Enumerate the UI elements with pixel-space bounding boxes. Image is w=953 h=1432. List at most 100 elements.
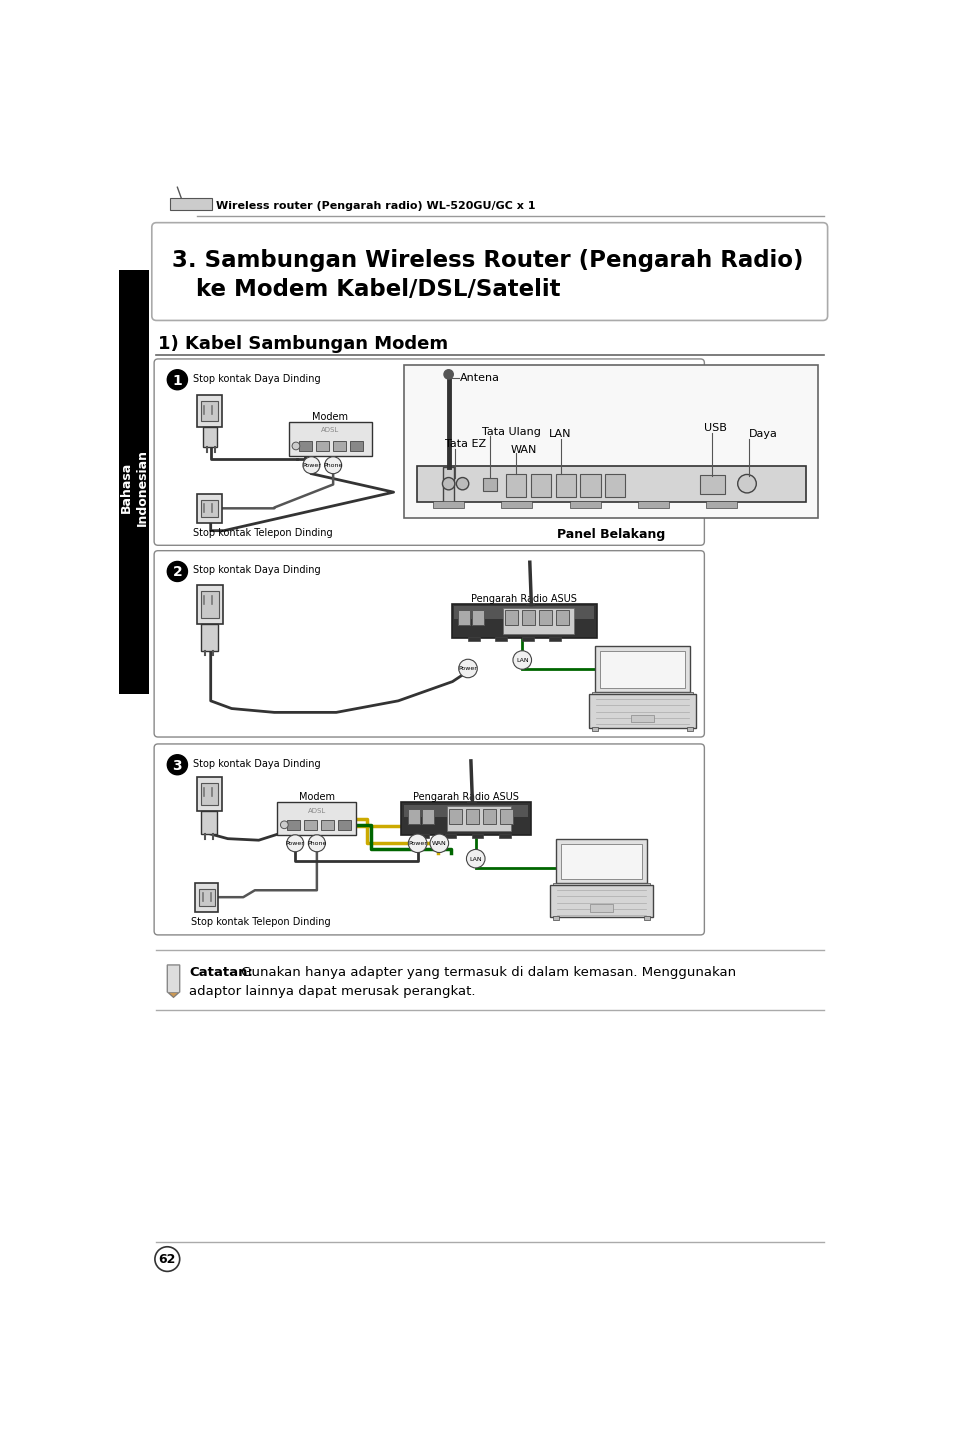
FancyBboxPatch shape	[449, 809, 462, 823]
Text: ke Modem Kabel/DSL/Satelit: ke Modem Kabel/DSL/Satelit	[172, 278, 559, 301]
FancyBboxPatch shape	[200, 401, 217, 421]
Circle shape	[303, 457, 319, 474]
Text: 1) Kabel Sambungan Modem: 1) Kabel Sambungan Modem	[158, 335, 448, 354]
FancyBboxPatch shape	[200, 500, 217, 517]
FancyBboxPatch shape	[201, 624, 218, 650]
FancyBboxPatch shape	[321, 819, 334, 829]
Text: Catatan:: Catatan:	[189, 967, 253, 979]
Circle shape	[154, 1247, 179, 1272]
Text: 1: 1	[172, 374, 182, 388]
Circle shape	[442, 477, 455, 490]
Text: Pengarah Radio ASUS: Pengarah Radio ASUS	[413, 792, 518, 802]
Circle shape	[167, 561, 187, 581]
FancyBboxPatch shape	[604, 474, 624, 497]
Text: WAN: WAN	[432, 841, 446, 846]
Text: Tata Ulang: Tata Ulang	[481, 427, 540, 437]
Text: LAN: LAN	[549, 430, 571, 440]
FancyBboxPatch shape	[201, 811, 216, 833]
FancyBboxPatch shape	[643, 916, 649, 921]
Text: adaptor lainnya dapat merusak perangkat.: adaptor lainnya dapat merusak perangkat.	[189, 985, 475, 998]
FancyBboxPatch shape	[315, 441, 329, 451]
Text: Phone: Phone	[307, 841, 326, 846]
FancyBboxPatch shape	[505, 474, 525, 497]
Text: Power: Power	[286, 841, 304, 846]
FancyBboxPatch shape	[196, 586, 223, 624]
Circle shape	[513, 650, 531, 669]
FancyBboxPatch shape	[521, 637, 534, 640]
FancyBboxPatch shape	[550, 885, 653, 918]
FancyBboxPatch shape	[495, 637, 506, 640]
Polygon shape	[169, 992, 178, 997]
FancyBboxPatch shape	[454, 606, 594, 619]
FancyBboxPatch shape	[154, 359, 703, 546]
Text: 3. Sambungan Wireless Router (Pengarah Radio): 3. Sambungan Wireless Router (Pengarah R…	[172, 249, 802, 272]
Text: LAN: LAN	[469, 856, 481, 862]
Circle shape	[308, 835, 325, 852]
FancyBboxPatch shape	[170, 198, 212, 211]
FancyBboxPatch shape	[466, 809, 478, 823]
FancyBboxPatch shape	[196, 494, 221, 523]
FancyBboxPatch shape	[637, 501, 668, 507]
FancyBboxPatch shape	[500, 501, 532, 507]
FancyBboxPatch shape	[304, 819, 317, 829]
FancyBboxPatch shape	[154, 745, 703, 935]
Circle shape	[443, 369, 453, 379]
FancyBboxPatch shape	[530, 474, 550, 497]
FancyBboxPatch shape	[505, 610, 517, 624]
Text: USB: USB	[703, 424, 726, 434]
Circle shape	[286, 835, 303, 852]
FancyBboxPatch shape	[408, 809, 419, 823]
FancyBboxPatch shape	[592, 727, 598, 730]
Text: Power: Power	[302, 463, 320, 468]
FancyBboxPatch shape	[499, 809, 513, 823]
FancyBboxPatch shape	[433, 501, 464, 507]
FancyBboxPatch shape	[599, 650, 684, 687]
FancyBboxPatch shape	[482, 809, 496, 823]
FancyBboxPatch shape	[444, 833, 456, 838]
FancyBboxPatch shape	[579, 474, 599, 497]
Text: Pengarah Radio ASUS: Pengarah Radio ASUS	[471, 594, 577, 604]
FancyBboxPatch shape	[417, 833, 429, 838]
FancyBboxPatch shape	[595, 646, 689, 692]
FancyBboxPatch shape	[416, 465, 805, 503]
Text: Modem: Modem	[298, 792, 335, 802]
FancyBboxPatch shape	[498, 833, 510, 838]
FancyBboxPatch shape	[287, 819, 300, 829]
Circle shape	[456, 477, 468, 490]
Circle shape	[408, 833, 427, 852]
Circle shape	[292, 442, 299, 450]
FancyBboxPatch shape	[483, 477, 497, 491]
Circle shape	[280, 821, 288, 829]
FancyBboxPatch shape	[196, 395, 221, 428]
Text: Power: Power	[408, 841, 427, 846]
FancyBboxPatch shape	[538, 610, 552, 624]
Text: Stop kontak Daya Dinding: Stop kontak Daya Dinding	[193, 374, 320, 384]
FancyBboxPatch shape	[590, 904, 613, 912]
FancyBboxPatch shape	[468, 637, 479, 640]
FancyBboxPatch shape	[457, 610, 470, 624]
FancyBboxPatch shape	[553, 916, 558, 921]
FancyBboxPatch shape	[350, 441, 362, 451]
Text: Daya: Daya	[748, 430, 778, 440]
Text: ADSL: ADSL	[321, 428, 339, 434]
Circle shape	[167, 755, 187, 775]
FancyBboxPatch shape	[404, 365, 818, 518]
Text: Modem: Modem	[313, 412, 348, 422]
FancyBboxPatch shape	[549, 637, 560, 640]
FancyBboxPatch shape	[200, 783, 217, 805]
FancyBboxPatch shape	[592, 692, 692, 695]
FancyBboxPatch shape	[560, 843, 641, 879]
FancyBboxPatch shape	[154, 551, 703, 737]
Text: Stop kontak Daya Dinding: Stop kontak Daya Dinding	[193, 759, 320, 769]
FancyBboxPatch shape	[556, 839, 646, 884]
FancyBboxPatch shape	[289, 422, 372, 455]
Text: Power: Power	[458, 666, 476, 672]
FancyBboxPatch shape	[203, 428, 216, 447]
FancyBboxPatch shape	[699, 475, 723, 494]
Text: Panel Belakang: Panel Belakang	[557, 527, 665, 540]
Text: 3: 3	[172, 759, 182, 772]
Text: Tata EZ: Tata EZ	[444, 438, 485, 448]
Text: Phone: Phone	[323, 463, 342, 468]
Text: LAN: LAN	[516, 657, 528, 663]
FancyBboxPatch shape	[443, 467, 454, 505]
